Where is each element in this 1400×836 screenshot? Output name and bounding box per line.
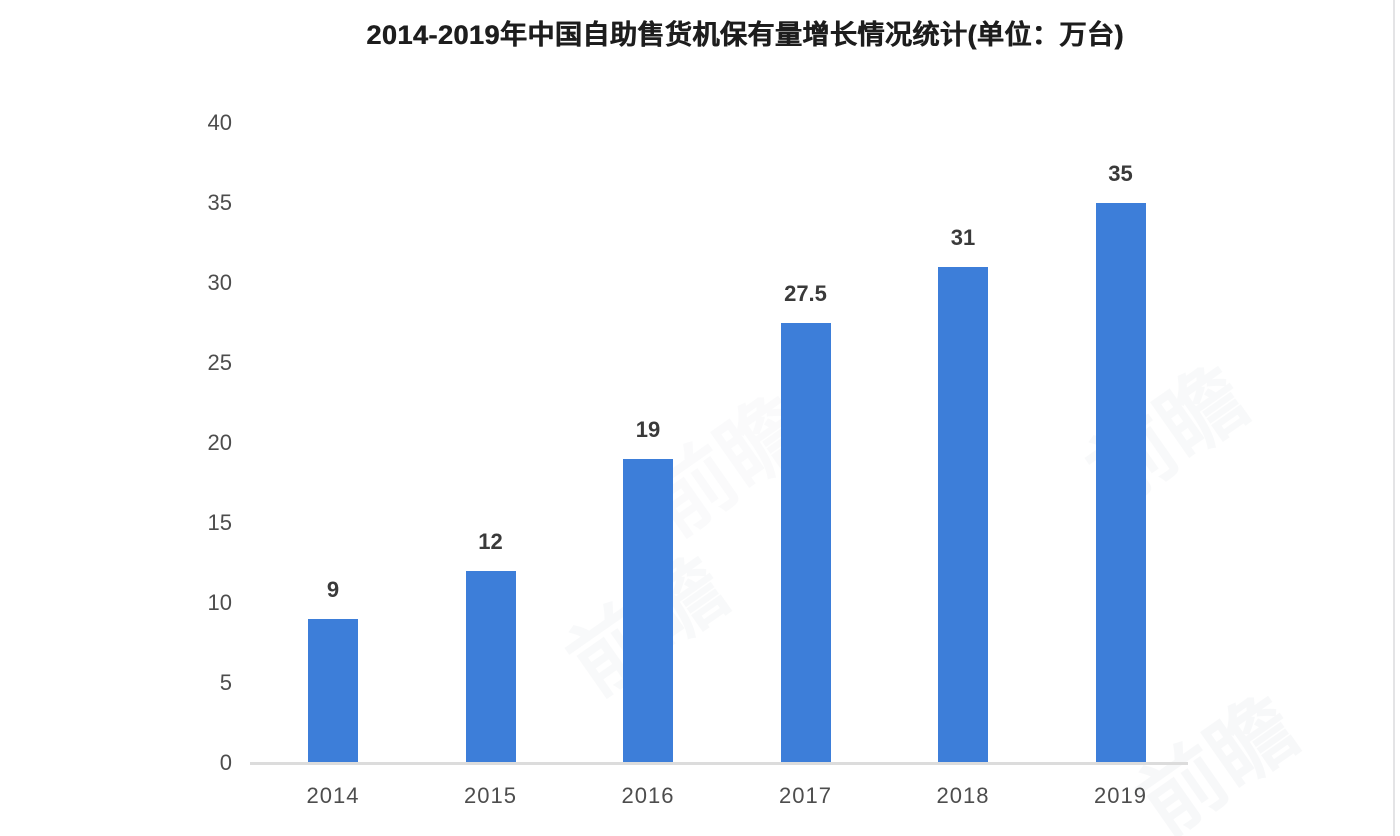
bar-2018 (938, 267, 988, 763)
bar-value-label: 19 (635, 417, 661, 442)
bar-value-label: 35 (1108, 161, 1133, 186)
x-axis-line (250, 762, 1188, 765)
y-tick-label: 15 (207, 510, 232, 535)
y-tick-label: 40 (207, 110, 232, 135)
y-tick-label: 20 (207, 430, 232, 455)
bar-2019 (1095, 203, 1146, 763)
x-tick-label-2017: 2017 (779, 783, 832, 808)
y-tick-label: 10 (207, 590, 232, 615)
bar-value-label: 27.5 (784, 281, 827, 306)
bar-2016 (623, 459, 673, 763)
bar-2014 (308, 619, 358, 763)
bar-2017 (780, 323, 831, 763)
x-tick-label-2019: 2019 (1094, 783, 1147, 808)
chart-title: 2014-2019年中国自助售货机保有量增长情况统计(单位：万台) (366, 20, 1124, 50)
bar-value-label: 9 (326, 577, 340, 602)
y-tick-label: 30 (207, 270, 232, 295)
x-tick-label-2018: 2018 (936, 783, 990, 808)
y-tick-label: 35 (207, 190, 232, 215)
x-tick-label-2016: 2016 (621, 783, 675, 808)
y-tick-label: 25 (207, 350, 232, 375)
bar-value-label: 12 (478, 529, 503, 554)
x-tick-label-2015: 2015 (464, 783, 517, 808)
watermark-text: 前瞻 (1071, 349, 1264, 523)
page-edge-line (1393, 0, 1395, 836)
y-tick-label: 0 (219, 750, 232, 775)
x-tick-label-2014: 2014 (306, 783, 360, 808)
bar-value-label: 31 (950, 225, 976, 250)
y-tick-label: 5 (219, 670, 232, 695)
bar-2015 (465, 571, 516, 763)
